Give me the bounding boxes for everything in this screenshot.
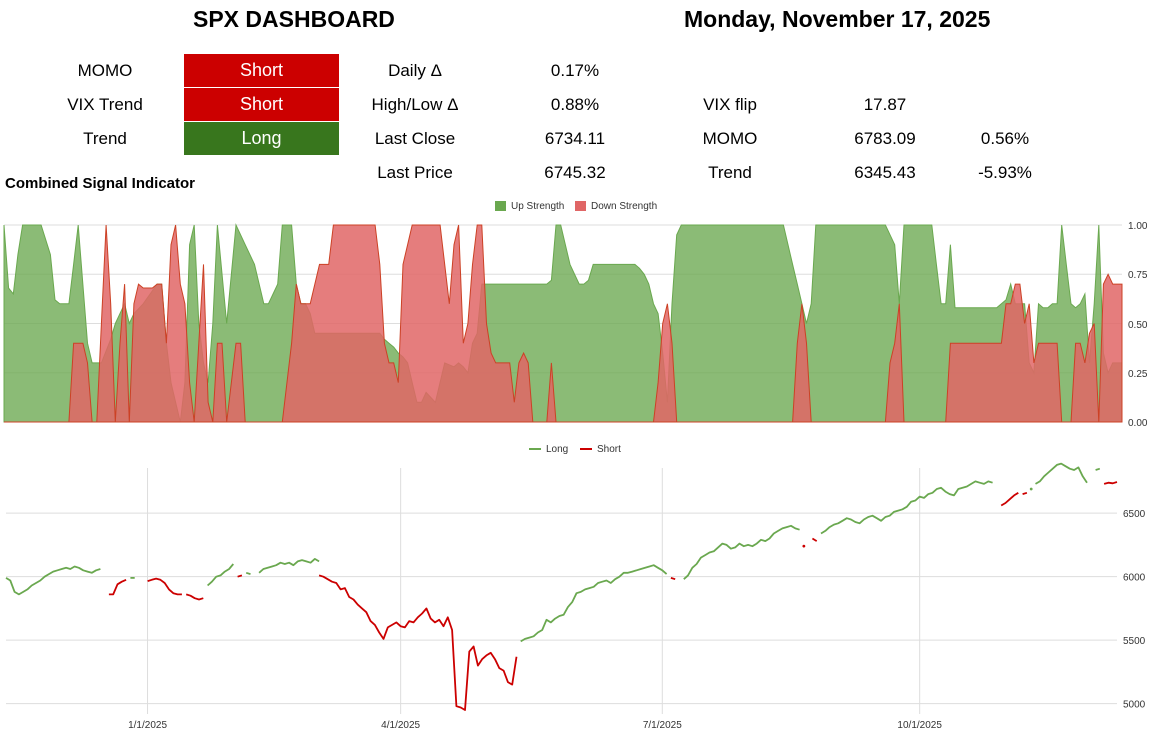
short-segment <box>811 537 818 542</box>
signal-badge-trend: Long <box>184 122 339 155</box>
y-tick-0-00: 0.00 <box>1128 418 1148 429</box>
legend-swatch-down <box>575 201 586 211</box>
price-x-tick: 1/1/2025 <box>128 720 167 731</box>
long-segment <box>520 564 668 643</box>
y-tick-0-50: 0.50 <box>1128 320 1148 331</box>
momo-level-label: MOMO <box>702 129 758 148</box>
long-segment <box>258 558 320 574</box>
short-segment <box>670 577 676 581</box>
price-x-tick: 4/1/2025 <box>381 720 420 731</box>
y-tick-0-25: 0.25 <box>1128 369 1148 380</box>
signal-badge-vix-trend: Short <box>184 88 339 121</box>
long-segment <box>820 480 993 535</box>
dashboard-title: SPX DASHBOARD <box>193 6 395 32</box>
momo-level-pct: 0.56% <box>980 129 1030 148</box>
legend-label-up: Up Strength <box>511 201 564 212</box>
legend-label-long: Long <box>546 444 568 455</box>
signal-label-trend: Trend <box>83 129 127 148</box>
short-segment <box>108 578 127 596</box>
legend-swatch-up <box>495 201 506 211</box>
short-segment <box>802 544 806 548</box>
short-segment <box>1103 481 1118 485</box>
long-segment <box>1035 462 1088 485</box>
signal-badge-momo: Short <box>184 54 339 87</box>
vix-flip-value: 17.87 <box>863 95 907 114</box>
price-y-tick: 5500 <box>1123 636 1146 647</box>
vix-flip-label: VIX flip <box>703 95 757 114</box>
price-y-tick: 5000 <box>1123 700 1146 711</box>
price-x-tick: 10/1/2025 <box>897 720 942 731</box>
dashboard-date: Monday, November 17, 2025 <box>684 6 991 32</box>
short-segment <box>1000 492 1019 507</box>
high-low-delta-value: 0.88% <box>550 95 600 114</box>
short-segment <box>318 574 518 711</box>
momo-level-value: 6783.09 <box>854 129 916 148</box>
y-tick-1-00: 1.00 <box>1128 221 1148 232</box>
short-segment <box>1022 491 1028 495</box>
long-segment <box>207 563 234 587</box>
last-price-value: 6745.32 <box>544 163 606 182</box>
legend-label-down: Down Strength <box>591 201 657 212</box>
price-y-tick: 6500 <box>1123 509 1146 520</box>
long-segment <box>5 565 101 596</box>
down-strength-area <box>4 224 1123 423</box>
price-chart: Long Short 5000 5500 6000 6500 1/1/2025 4/1/2… <box>5 444 1146 731</box>
long-segment <box>683 524 800 580</box>
daily-delta-label: Daily Δ <box>388 61 442 80</box>
signal-label-momo: MOMO <box>77 61 133 80</box>
short-segment <box>147 577 182 596</box>
price-legend: Long Short <box>529 444 621 455</box>
signal-indicator-chart: Up Strength Down Strength 1.00 0.75 0.50… <box>3 201 1148 429</box>
y-tick-0-75: 0.75 <box>1128 270 1148 281</box>
indicator-legend: Up Strength Down Strength <box>495 201 657 212</box>
trend-level-pct: -5.93% <box>978 163 1032 182</box>
trend-level-value: 6345.43 <box>854 163 916 182</box>
last-price-label: Last Price <box>377 163 453 182</box>
trend-level-label: Trend <box>708 163 752 182</box>
price-y-tick: 6000 <box>1123 573 1146 584</box>
legend-label-short: Short <box>597 444 621 455</box>
last-close-value: 6734.11 <box>544 129 606 148</box>
short-segment <box>237 574 243 578</box>
last-close-label: Last Close <box>374 129 456 148</box>
long-segment <box>245 571 251 575</box>
daily-delta-value: 0.17% <box>550 61 600 80</box>
combined-signal-title: Combined Signal Indicator <box>5 175 196 192</box>
high-low-delta-label: High/Low Δ <box>371 95 459 114</box>
long-segment <box>1029 487 1033 491</box>
short-segment <box>185 593 204 601</box>
price-x-tick: 7/1/2025 <box>643 720 682 731</box>
signal-label-vix-trend: VIX Trend <box>67 95 143 114</box>
long-segment <box>1095 467 1101 471</box>
